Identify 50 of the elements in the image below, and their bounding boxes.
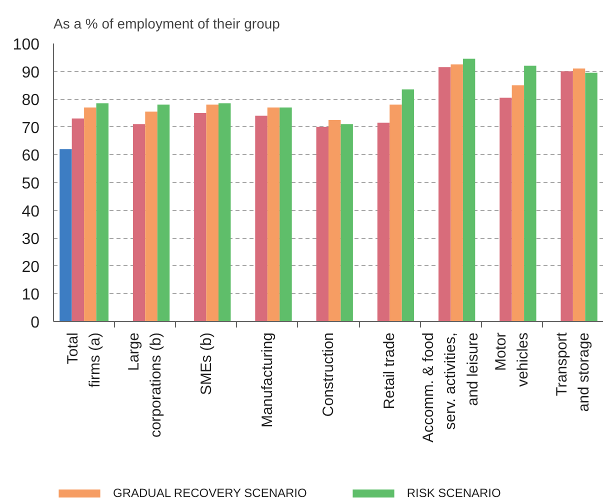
bar [572,68,586,322]
bar [96,103,108,322]
x-tick-label: Construction [320,332,337,417]
bar [316,126,328,322]
y-tick-label: 40 [22,203,40,220]
bar [218,103,231,322]
y-tick-label: 90 [22,64,40,82]
bar [145,112,158,322]
x-tick-label: Manufacturing [258,332,276,428]
bar [524,66,536,322]
bar [84,107,96,322]
bar [255,116,268,322]
bar [585,72,598,322]
bar [328,120,341,322]
y-tick-label: 60 [22,148,40,165]
x-tick-label: Accomm. & food serv. activities, and leisure [420,332,482,443]
bar [560,71,573,322]
bar [132,124,146,322]
y-tick-label: 100 [12,36,40,54]
bar [194,113,206,322]
bar [512,85,524,322]
y-tick-label: 50 [22,176,40,192]
bar [390,104,402,322]
chart-title: As a % of employment of their group [54,16,280,32]
bar [72,118,84,322]
y-tick-label: 0 [30,314,40,332]
bar [500,98,512,322]
legend-label: GRADUAL RECOVERY SCENARIO [113,486,307,500]
y-tick-label: 70 [22,120,40,137]
y-tick-label: 80 [22,92,40,110]
bar [60,149,72,322]
bar [450,64,463,322]
x-tick-label: SMEs (b) [198,332,215,396]
bar [377,122,390,322]
x-tick-label: Motor vehicles [492,332,532,387]
x-tick-label: Total firms (a) [64,332,104,388]
bar [438,67,451,322]
bar [402,89,414,322]
y-tick-label: 10 [22,286,40,304]
bar [267,107,280,322]
bar [462,58,476,322]
bar [280,107,292,322]
bar [340,124,353,322]
x-tick-label: Large corporations (b) [126,332,165,438]
bar [157,104,170,322]
y-tick-label: 30 [22,231,40,248]
x-tick-label: Retail trade [381,332,398,410]
y-tick-label: 20 [22,258,40,276]
bar [206,104,218,322]
legend-label: RISK SCENARIO [406,486,501,500]
